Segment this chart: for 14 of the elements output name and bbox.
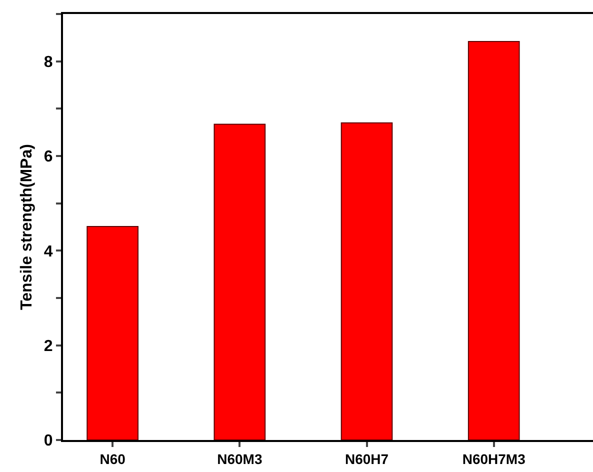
x-tick-label: N60H7 (344, 450, 389, 467)
y-tick-label: 4 (44, 243, 53, 260)
x-tick-label: N60M3 (217, 450, 262, 467)
y-tick-label: 6 (44, 148, 53, 166)
x-tick-label: N60 (100, 450, 126, 467)
x-tick-label: N60H7M3 (462, 450, 526, 467)
bar (214, 124, 266, 440)
bar (86, 226, 138, 440)
y-tick-label: 0 (44, 432, 53, 450)
y-tick-label: 8 (44, 54, 53, 71)
y-tick-label: 2 (44, 338, 53, 355)
bar (468, 40, 520, 440)
bar (340, 122, 393, 440)
y-axis-title: Tensile strength(MPa) (18, 144, 36, 310)
